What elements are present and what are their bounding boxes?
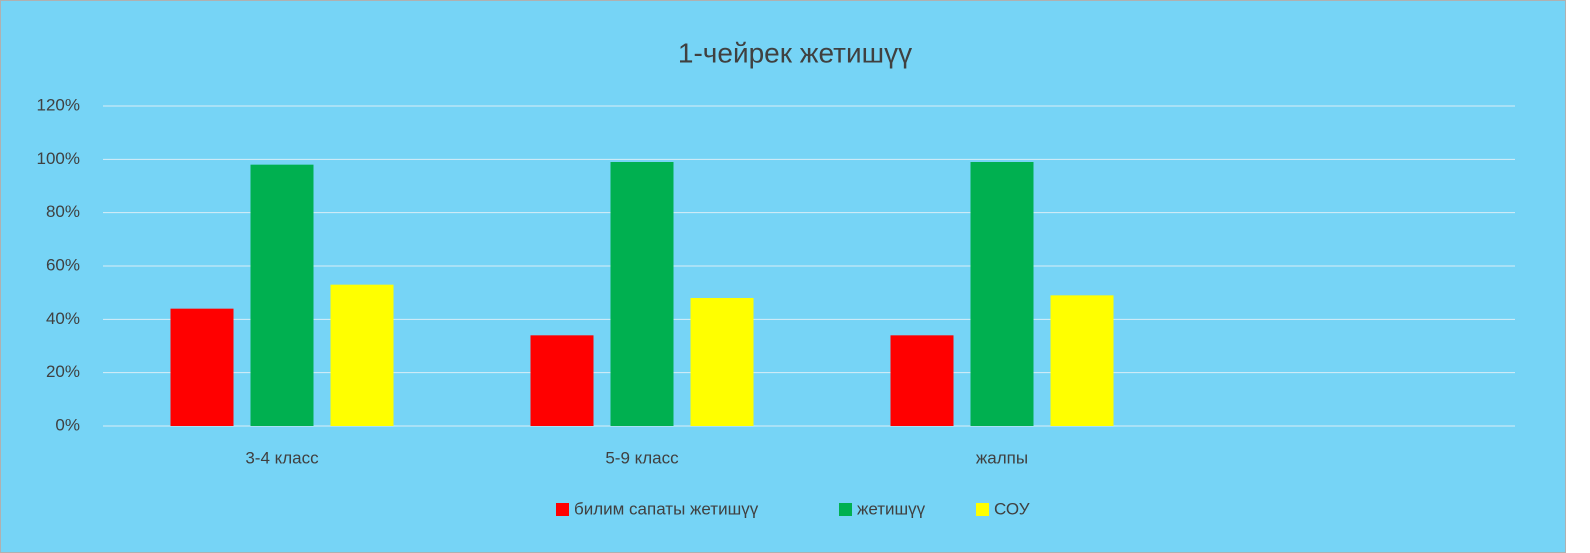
bar: [890, 335, 954, 426]
chart-title: 1-чейрек жетишүү: [678, 37, 912, 68]
bar: [1050, 295, 1114, 426]
y-tick-label: 0%: [55, 415, 80, 434]
y-tick-label: 40%: [46, 309, 80, 328]
y-tick-label: 80%: [46, 202, 80, 221]
legend-swatch: [839, 503, 852, 516]
x-tick-label: жалпы: [976, 448, 1028, 467]
bar: [610, 162, 674, 426]
legend-swatch: [976, 503, 989, 516]
y-tick-label: 60%: [46, 255, 80, 274]
bar: [690, 298, 754, 426]
bar: [170, 308, 234, 426]
y-tick-label: 100%: [37, 149, 80, 168]
y-tick-label: 120%: [37, 95, 80, 114]
legend-label: билим сапаты жетишүү: [574, 499, 759, 518]
legend-label: жетишүү: [857, 499, 926, 518]
y-tick-label: 20%: [46, 362, 80, 381]
bar: [530, 335, 594, 426]
x-tick-label: 5-9 класс: [605, 448, 679, 467]
bar: [330, 284, 394, 426]
bar: [970, 162, 1034, 426]
legend-swatch: [556, 503, 569, 516]
x-tick-label: 3-4 класс: [245, 448, 319, 467]
legend-label: СОУ: [994, 499, 1030, 518]
bar: [250, 164, 314, 426]
